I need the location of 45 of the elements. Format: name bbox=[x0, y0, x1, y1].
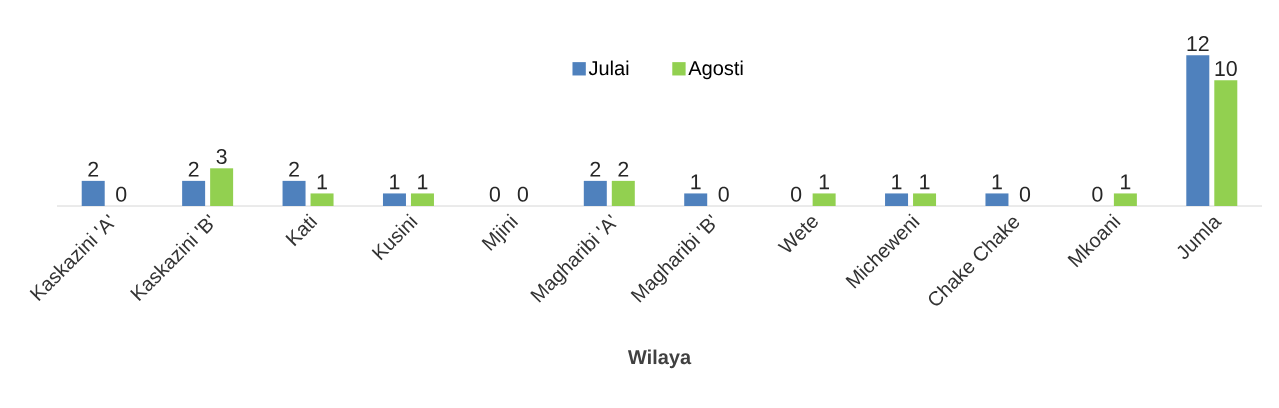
bar bbox=[611, 180, 635, 206]
data-label: 2 bbox=[289, 161, 299, 177]
bar bbox=[913, 193, 937, 206]
data-label: 0 bbox=[489, 186, 500, 202]
bar bbox=[282, 180, 306, 206]
data-label: 1 bbox=[390, 174, 400, 190]
data-label: 2 bbox=[590, 161, 601, 177]
data-label: 2 bbox=[188, 161, 199, 177]
data-label: 1 bbox=[418, 174, 428, 190]
bar bbox=[812, 193, 836, 206]
x-axis-title: Wilaya bbox=[627, 349, 692, 369]
bar bbox=[684, 193, 708, 206]
data-label: 2 bbox=[88, 161, 99, 177]
bar bbox=[382, 193, 406, 206]
data-label: 0 bbox=[718, 186, 729, 202]
bar bbox=[210, 168, 234, 206]
data-label: 0 bbox=[116, 186, 127, 202]
data-label: 3 bbox=[216, 148, 227, 165]
x-tick-label: Kati bbox=[285, 213, 318, 247]
legend-label: Julai bbox=[588, 60, 629, 76]
data-label: 1 bbox=[819, 174, 830, 190]
bar bbox=[81, 180, 105, 206]
data-label: 1 bbox=[317, 174, 327, 190]
data-label: 2 bbox=[618, 161, 629, 177]
bar bbox=[1214, 80, 1238, 206]
bar bbox=[885, 193, 909, 206]
data-label: 1 bbox=[992, 174, 1002, 190]
data-label: 1 bbox=[1121, 174, 1131, 190]
data-label: 10 bbox=[1215, 61, 1237, 77]
data-label: 0 bbox=[517, 186, 528, 202]
bar bbox=[1113, 193, 1137, 206]
bar bbox=[410, 193, 434, 206]
data-label: 0 bbox=[1019, 186, 1031, 202]
bar bbox=[583, 180, 607, 206]
data-label: 1 bbox=[691, 174, 701, 190]
data-label: 0 bbox=[1092, 186, 1103, 202]
bar bbox=[182, 180, 206, 206]
data-label: 0 bbox=[791, 186, 802, 202]
data-label: 1 bbox=[920, 174, 930, 190]
legend-label: Agosti bbox=[688, 60, 743, 80]
bar bbox=[1186, 55, 1210, 206]
data-label: 1 bbox=[892, 174, 902, 190]
bar bbox=[985, 193, 1009, 206]
bar bbox=[310, 193, 334, 206]
data-label: 12 bbox=[1187, 36, 1209, 51]
